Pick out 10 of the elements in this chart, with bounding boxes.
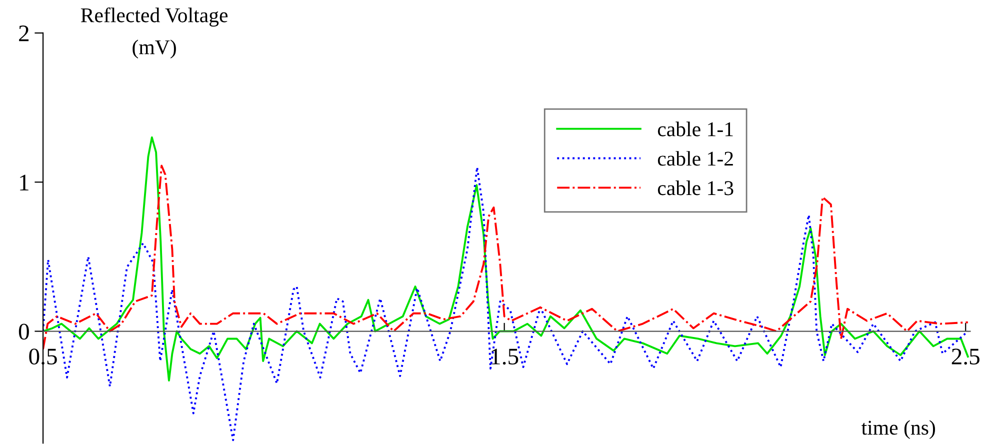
- y-tick-label: 1: [20, 174, 28, 190]
- y-tick-label: 0: [18, 324, 29, 340]
- y-axis-title: Reflected Voltage (mV): [80, 7, 228, 59]
- legend-label: cable 1-1: [658, 122, 733, 136]
- legend-label: cable 1-2: [658, 151, 733, 166]
- x-tick-label: 1.5: [492, 348, 518, 365]
- x-tick-label: 2.5: [952, 348, 980, 365]
- y-tick-label: 2: [19, 26, 29, 42]
- x-axis-title: time (ns): [861, 420, 935, 440]
- legend-label: cable 1-3: [658, 180, 734, 196]
